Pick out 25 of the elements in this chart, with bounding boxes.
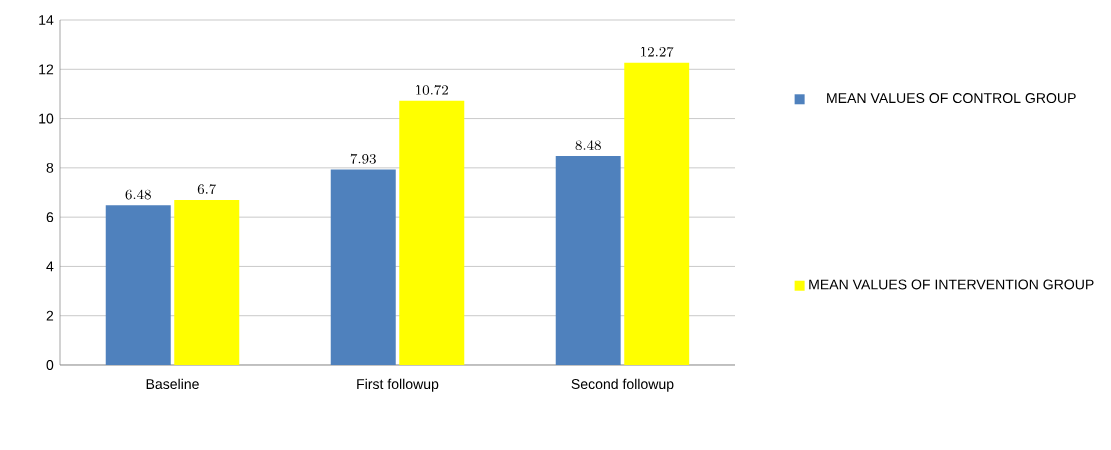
x-tick-label: Second followup — [571, 378, 674, 392]
data-label: 10.72 — [416, 85, 448, 95]
y-tick-label: 10 — [39, 113, 54, 124]
y-tick-label: 8 — [46, 162, 54, 173]
data-label: 8.48 — [575, 140, 601, 151]
y-tick-label: 0 — [46, 360, 54, 370]
bar — [399, 100, 465, 365]
legend-label: MEAN VALUES OF CONTROL GROUP — [827, 93, 1076, 104]
data-label: 6.7 — [197, 184, 217, 194]
y-tick-label: 12 — [39, 64, 54, 75]
data-label: 7.93 — [350, 153, 376, 164]
x-tick-label: First followup — [357, 378, 439, 392]
x-tick-label: Baseline — [146, 378, 199, 390]
bar — [624, 62, 690, 365]
y-tick-label: 4 — [46, 261, 54, 272]
bar — [105, 205, 171, 365]
bar — [555, 156, 621, 365]
y-tick-label: 2 — [46, 310, 54, 321]
y-tick-label: 6 — [46, 212, 54, 223]
data-label: 6.48 — [125, 189, 151, 200]
bar — [330, 169, 396, 365]
y-tick-label: 14 — [39, 15, 54, 25]
bar — [174, 199, 240, 365]
legend-label: MEAN VALUES OF INTERVENTION GROUP — [809, 279, 1094, 290]
data-label: 12.27 — [641, 46, 674, 57]
